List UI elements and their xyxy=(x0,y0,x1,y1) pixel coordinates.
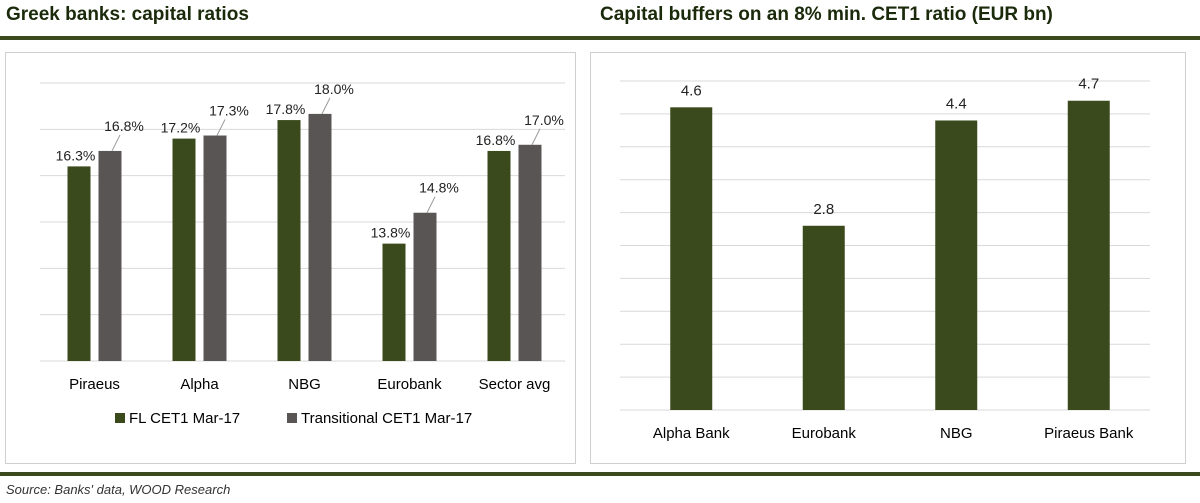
left-data-label: 18.0% xyxy=(314,81,354,97)
right-bar-1 xyxy=(802,225,845,410)
right-bar-2 xyxy=(935,120,978,410)
left-bar-transitional-3 xyxy=(413,212,437,361)
legend-swatch-1 xyxy=(287,413,297,423)
left-bar-fl-4 xyxy=(487,150,511,361)
left-data-label: 17.3% xyxy=(209,103,249,119)
left-category-label: Sector avg xyxy=(479,376,551,393)
right-data-label: 4.6 xyxy=(681,82,702,99)
left-data-label: 16.3% xyxy=(56,147,96,163)
right-data-label: 2.8 xyxy=(813,201,834,218)
right-bar-3 xyxy=(1067,100,1110,411)
right-category-label: Alpha Bank xyxy=(653,425,730,442)
legend-swatch-0 xyxy=(115,413,125,423)
left-label-leader xyxy=(321,97,331,115)
right-chart-title: Capital buffers on an 8% min. CET1 ratio… xyxy=(600,4,1053,25)
source-note: Source: Banks' data, WOOD Research xyxy=(6,482,231,497)
right-category-label: Eurobank xyxy=(792,425,857,442)
left-data-label: 13.8% xyxy=(371,225,411,241)
left-label-leader xyxy=(216,119,226,136)
left-data-label: 17.8% xyxy=(266,101,306,117)
left-data-label: 16.8% xyxy=(476,132,516,148)
left-bar-transitional-1 xyxy=(203,135,227,361)
left-category-label: NBG xyxy=(288,376,321,393)
left-data-label: 14.8% xyxy=(419,180,459,196)
top-divider xyxy=(0,36,1200,40)
left-bar-transitional-0 xyxy=(98,150,122,361)
left-data-label: 17.2% xyxy=(161,120,201,136)
left-bar-transitional-4 xyxy=(518,144,542,361)
right-category-label: Piraeus Bank xyxy=(1044,425,1134,442)
right-data-label: 4.7 xyxy=(1078,76,1099,93)
right-bar-0 xyxy=(670,107,713,410)
legend-label-1: Transitional CET1 Mar-17 xyxy=(301,410,472,427)
left-label-leader xyxy=(111,134,121,152)
bottom-divider xyxy=(0,472,1200,476)
left-label-leader xyxy=(426,196,436,213)
left-category-label: Piraeus xyxy=(69,376,120,393)
left-data-label: 17.0% xyxy=(524,112,564,128)
left-chart-title: Greek banks: capital ratios xyxy=(6,4,249,25)
left-data-label: 16.8% xyxy=(104,118,144,134)
left-category-label: Alpha xyxy=(180,376,219,393)
left-label-leader xyxy=(531,128,541,146)
right-category-label: NBG xyxy=(940,425,973,442)
left-category-label: Eurobank xyxy=(377,376,442,393)
legend-label-0: FL CET1 Mar-17 xyxy=(129,410,240,427)
left-bar-fl-3 xyxy=(382,243,406,361)
right-data-label: 4.4 xyxy=(946,95,967,112)
left-bar-fl-0 xyxy=(67,166,91,361)
left-bar-fl-1 xyxy=(172,138,196,361)
left-bar-transitional-2 xyxy=(308,113,332,361)
left-bar-fl-2 xyxy=(277,120,301,361)
